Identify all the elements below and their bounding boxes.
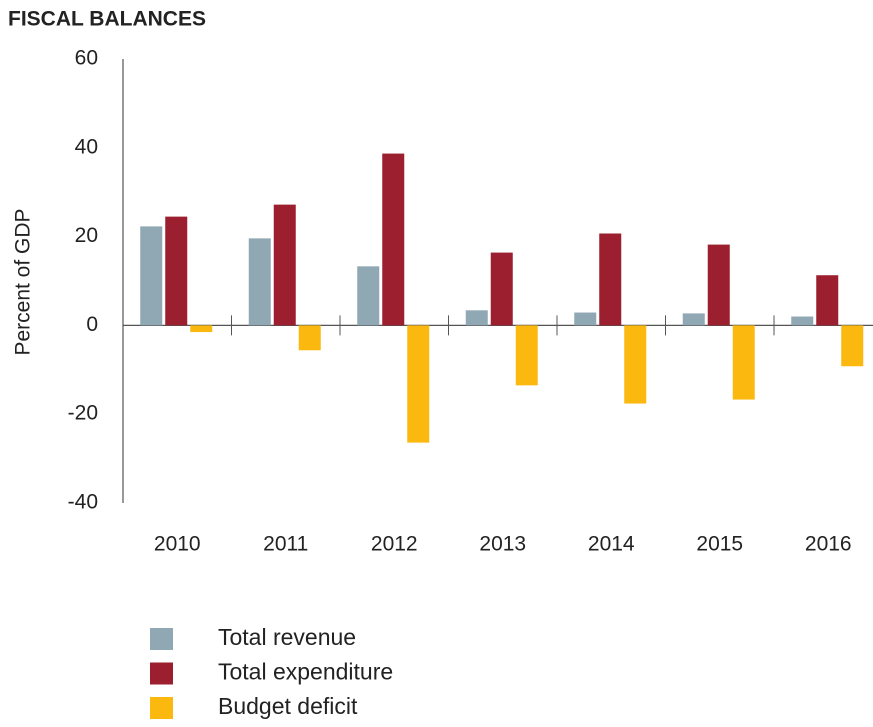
x-tick-label: 2013 <box>479 533 526 556</box>
bar <box>707 244 730 326</box>
legend-label: Budget deficit <box>218 693 358 719</box>
bar <box>490 252 513 326</box>
bar <box>382 153 405 326</box>
y-axis-label: Percent of GDP <box>12 208 35 355</box>
bar <box>357 266 380 326</box>
bar <box>599 233 622 326</box>
y-tick-label: 20 <box>75 224 98 247</box>
x-tick-label: 2010 <box>154 533 201 556</box>
bar <box>515 325 538 386</box>
bar <box>841 325 864 367</box>
x-tick-label: 2014 <box>588 533 635 556</box>
y-tick-label: 40 <box>75 135 98 158</box>
legend-swatch <box>150 697 173 719</box>
bar <box>165 216 188 326</box>
bar <box>574 312 597 326</box>
bar <box>624 325 647 404</box>
bar <box>273 204 296 326</box>
legend-label: Total expenditure <box>218 659 393 685</box>
bar <box>816 275 839 326</box>
bar <box>407 325 430 443</box>
chart-title: FISCAL BALANCES <box>8 8 206 31</box>
bar <box>248 238 271 326</box>
bar <box>298 325 321 351</box>
x-tick-label: 2016 <box>805 533 852 556</box>
bar <box>140 226 163 326</box>
x-tick-label: 2012 <box>371 533 418 556</box>
bar <box>791 316 814 326</box>
legend-swatch <box>150 628 173 650</box>
y-tick-label: -20 <box>68 402 98 425</box>
x-tick-label: 2015 <box>696 533 743 556</box>
legend-swatch <box>150 662 173 685</box>
bar <box>682 313 705 326</box>
y-tick-label: -40 <box>68 491 98 514</box>
x-tick-label: 2011 <box>263 533 308 556</box>
legend-label: Total revenue <box>218 624 356 650</box>
y-tick-label: 60 <box>75 47 98 70</box>
bar <box>732 325 755 400</box>
y-tick-label: 0 <box>86 313 98 336</box>
bar <box>190 325 213 333</box>
bar <box>465 310 488 326</box>
